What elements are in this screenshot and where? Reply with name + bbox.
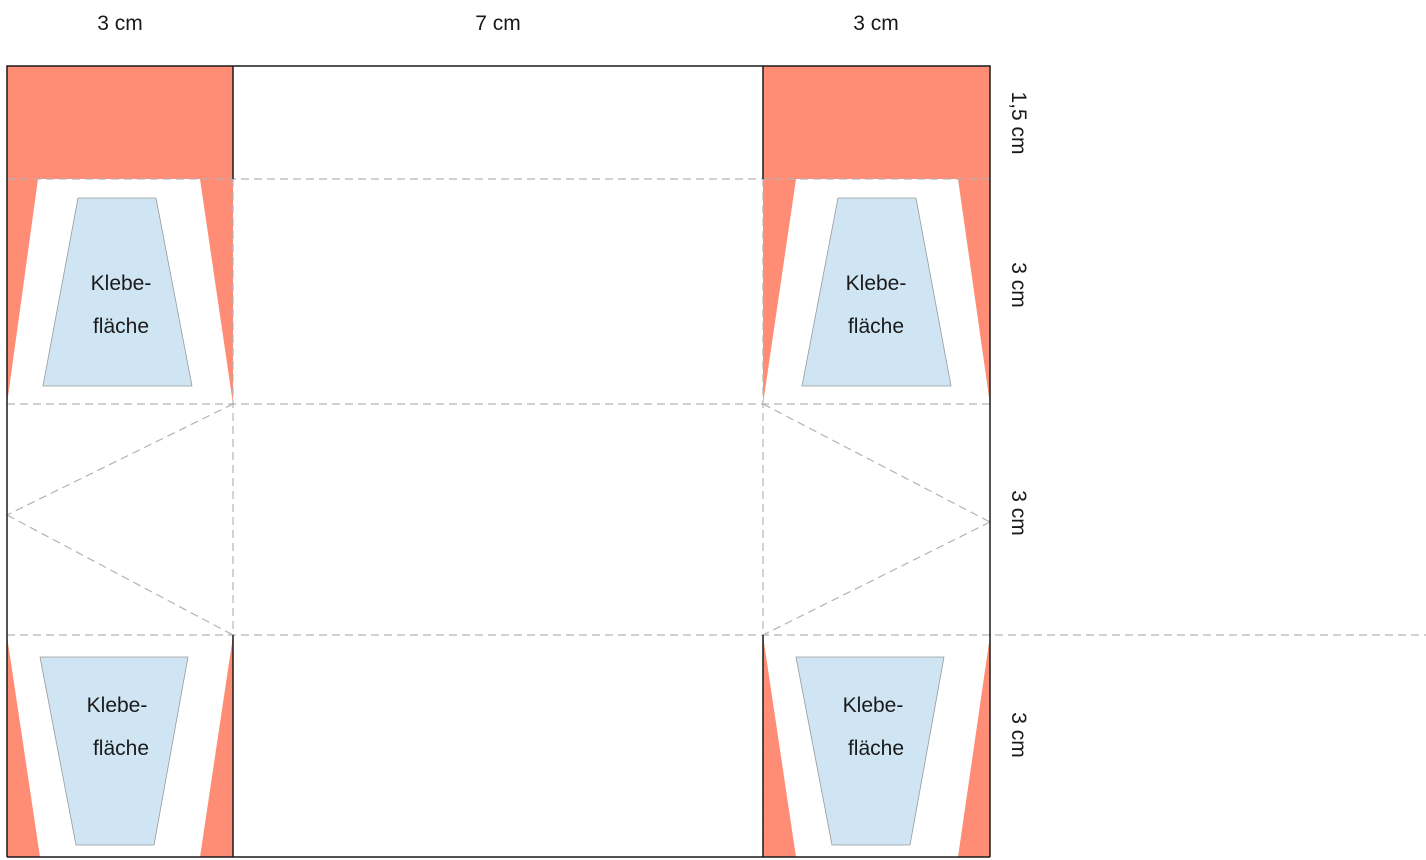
glue-area [42, 197, 193, 387]
flap-sliver [200, 179, 233, 404]
flap-sliver [763, 179, 796, 404]
flap-sliver [7, 179, 38, 404]
glue-area [801, 197, 952, 387]
flap-sliver [7, 636, 40, 857]
glue-label: Klebe- [91, 272, 152, 295]
flap-sliver [200, 636, 233, 857]
dim-row1: 3 cm [1007, 262, 1030, 308]
glue-area [795, 656, 945, 846]
glue-area [39, 656, 189, 846]
top-flap-right [763, 66, 990, 179]
dim-top-flap: 1,5 cm [1007, 91, 1030, 154]
flap-sliver [958, 179, 990, 404]
dim-middle-column: 7 cm [475, 12, 521, 35]
outline [6, 65, 991, 858]
flap-sliver [958, 636, 990, 857]
glue-label: fläche [93, 315, 149, 338]
dim-right-column: 3 cm [853, 12, 899, 35]
dim-row2: 3 cm [1007, 490, 1030, 536]
dim-row3: 3 cm [1007, 712, 1030, 758]
glue-label: fläche [848, 737, 904, 760]
glue-label: fläche [93, 737, 149, 760]
dim-left-column: 3 cm [97, 12, 143, 35]
glue-label: Klebe- [87, 694, 148, 717]
glue-label: fläche [848, 315, 904, 338]
glue-label: Klebe- [846, 272, 907, 295]
top-flap-left [7, 66, 233, 179]
glue-label: Klebe- [843, 694, 904, 717]
flap-sliver [763, 636, 796, 857]
